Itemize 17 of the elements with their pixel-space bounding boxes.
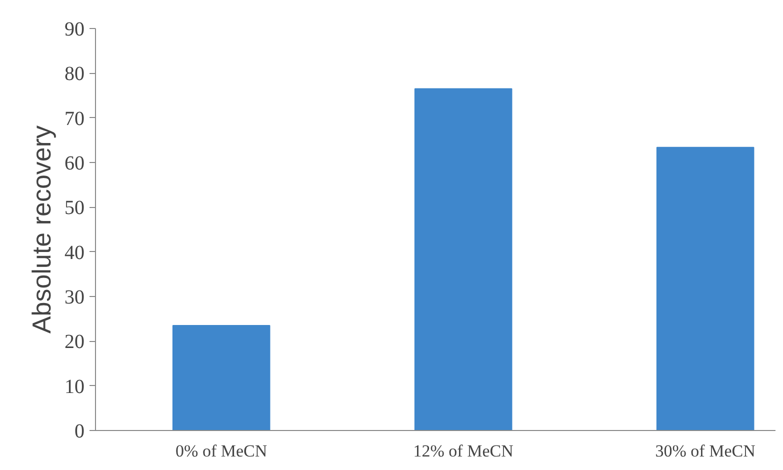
bar <box>414 88 512 430</box>
y-tick-label: 40 <box>64 242 84 264</box>
bar <box>172 325 270 430</box>
y-tick-label: 20 <box>64 331 84 354</box>
y-tick-label: 80 <box>64 63 84 86</box>
y-tick-label: 0 <box>74 420 84 442</box>
x-tick-label: 0% of MeCN <box>176 442 268 460</box>
y-tick-label: 50 <box>64 197 84 220</box>
x-tick-label: 30% of MeCN <box>655 442 756 460</box>
y-tick-label: 70 <box>64 108 84 130</box>
bar <box>656 146 754 430</box>
y-tick-label: 30 <box>64 286 84 308</box>
y-tick-label: 60 <box>64 152 84 174</box>
y-tick-label: 10 <box>64 376 84 398</box>
x-tick-label: 12% of MeCN <box>413 442 514 460</box>
y-axis-title: Absolute recovery <box>26 125 56 334</box>
y-tick-label: 90 <box>64 18 84 40</box>
